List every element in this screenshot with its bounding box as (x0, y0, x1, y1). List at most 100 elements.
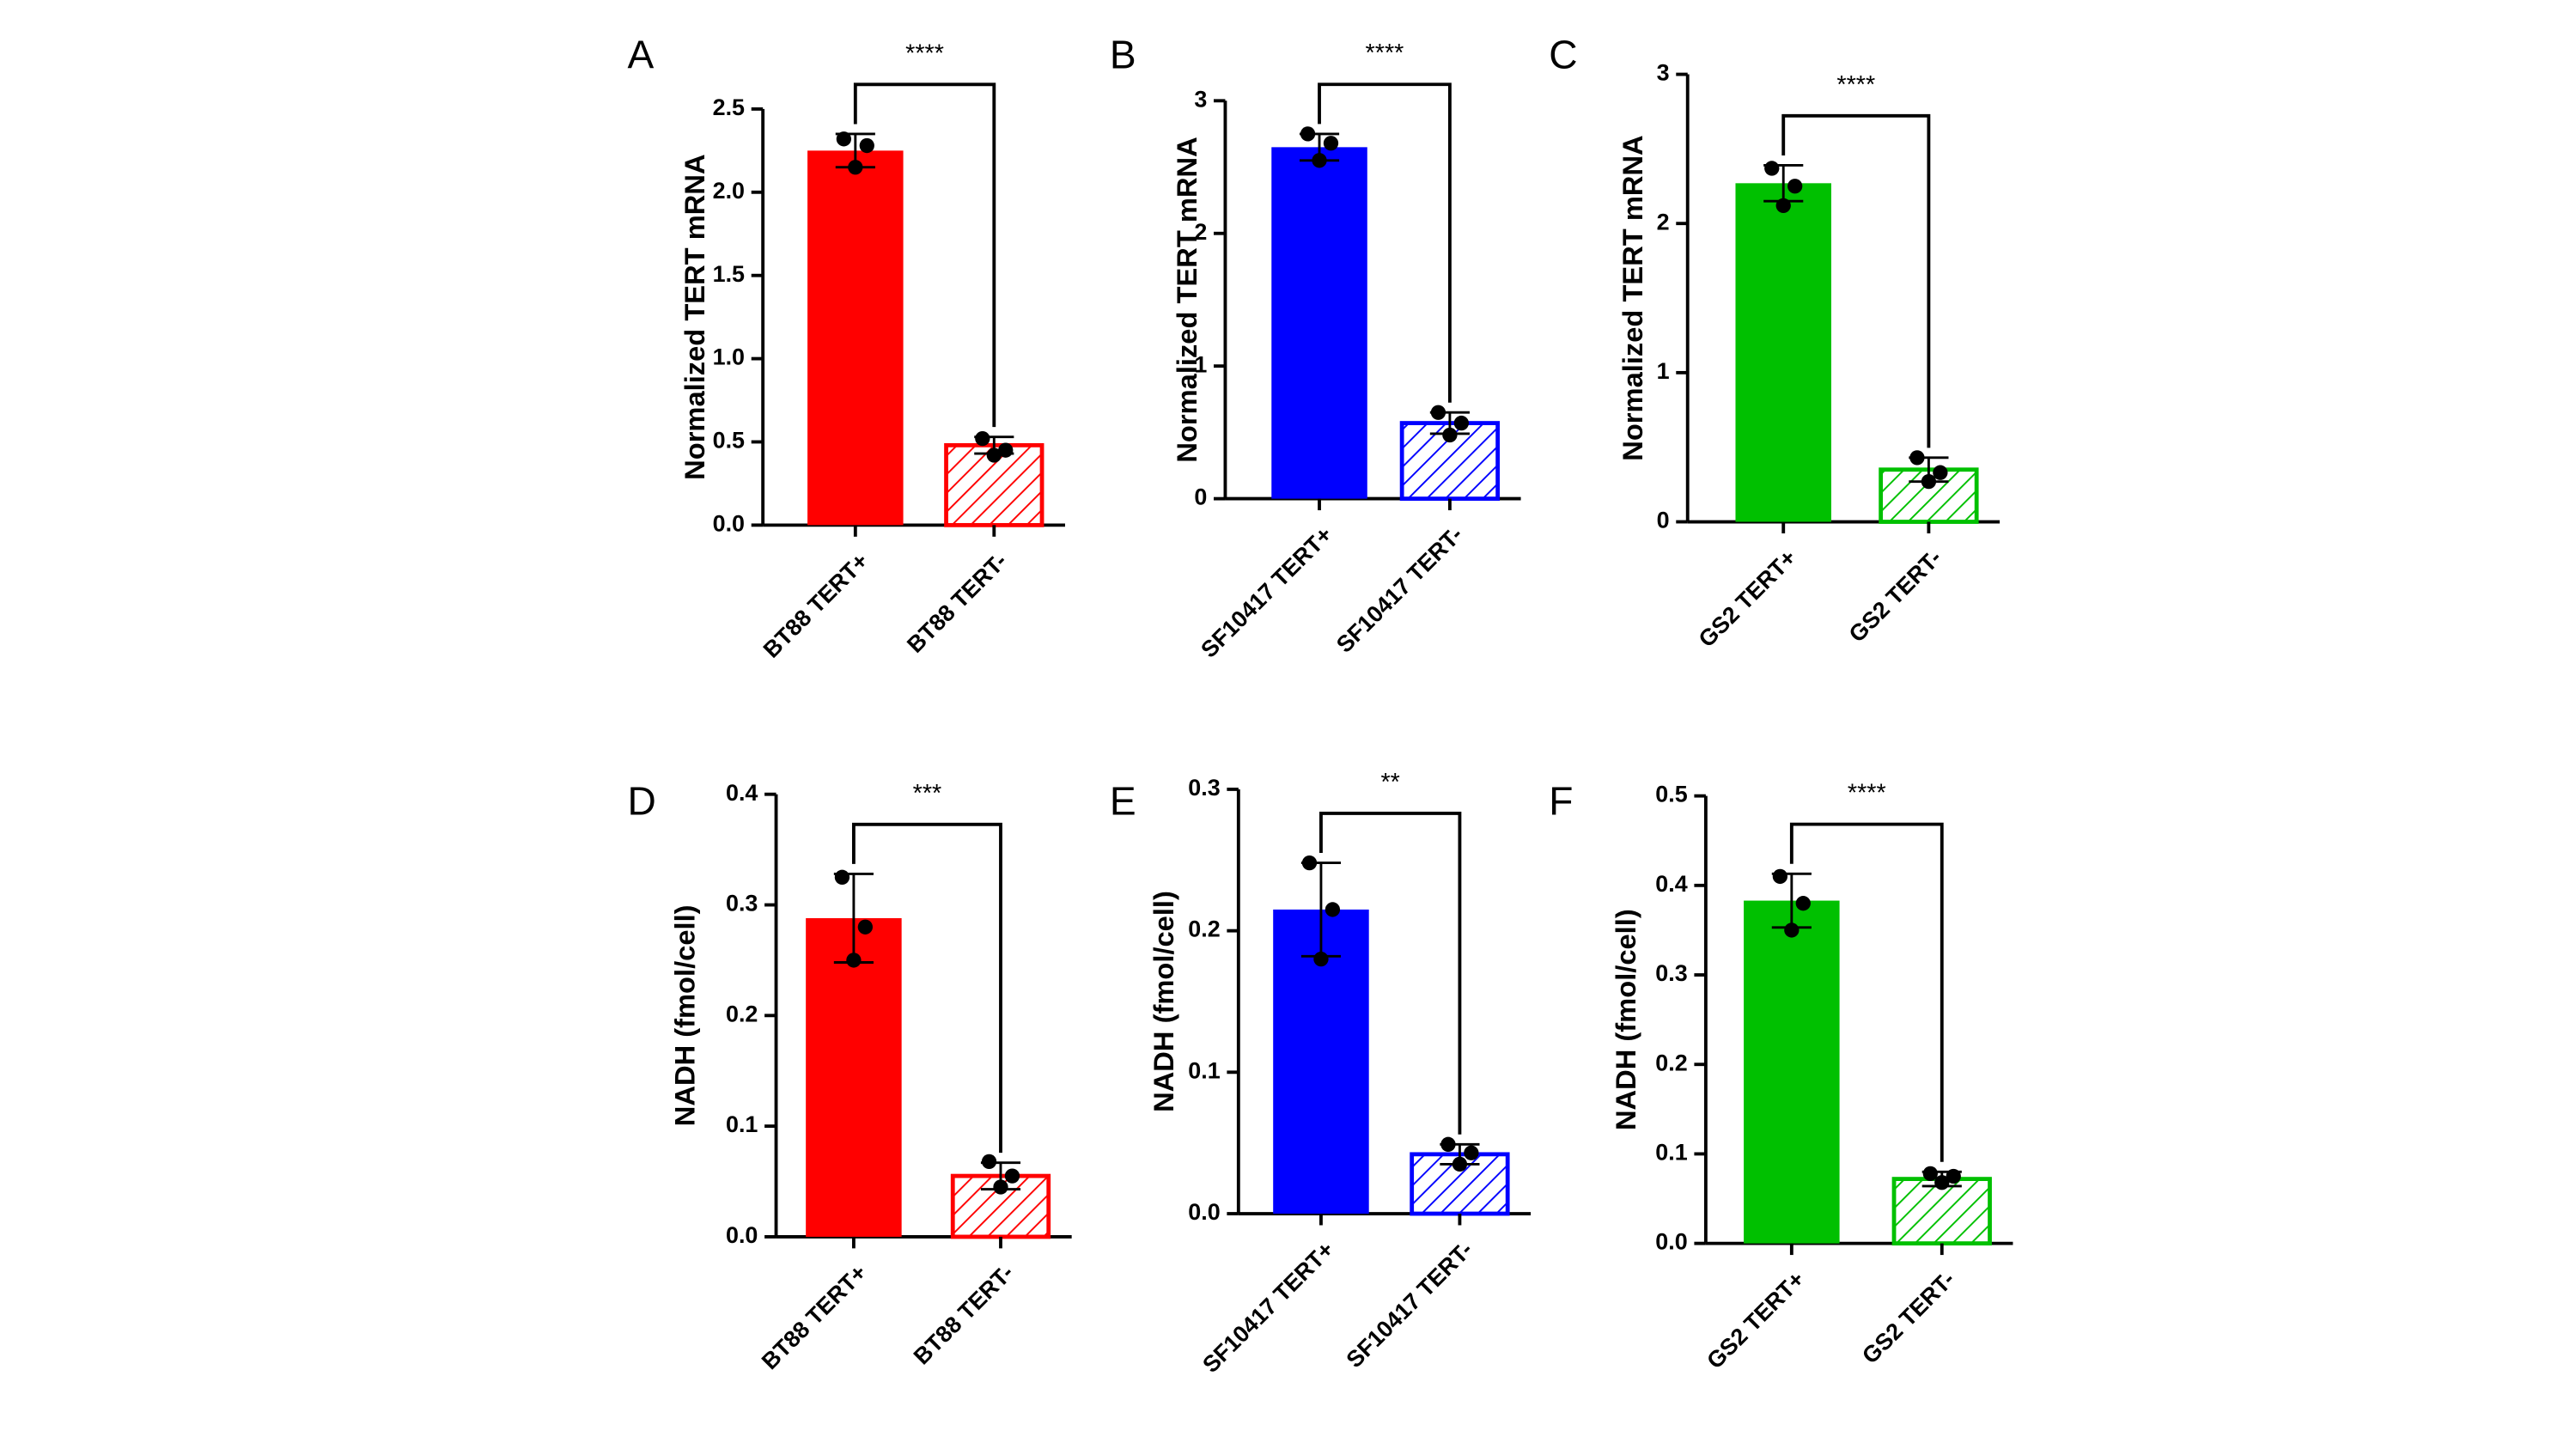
data-point (1313, 951, 1329, 967)
y-tick-label: 0.3 (1655, 960, 1687, 986)
x-tick-label: BT88 TERT- (902, 548, 1012, 658)
y-axis-label: NADH (fmol/cell) (1610, 909, 1641, 1130)
data-point (1464, 1145, 1479, 1160)
y-tick-label: 0.2 (726, 1001, 758, 1026)
y-tick-label: 2.0 (713, 178, 745, 204)
y-tick-label: 0.1 (726, 1111, 758, 1137)
y-tick-label: 3 (1657, 60, 1670, 86)
data-point (1430, 405, 1446, 420)
y-tick-label: 0.2 (1655, 1050, 1687, 1075)
x-tick-label: GS2 TERT- (1857, 1266, 1960, 1369)
data-point (1784, 922, 1800, 938)
bar (1744, 900, 1840, 1244)
x-tick-label: GS2 TERT- (1844, 545, 1947, 648)
y-tick-label: 0 (1657, 508, 1670, 533)
significance-bracket (1319, 811, 1462, 1135)
data-point (1772, 868, 1788, 885)
y-tick-label: 0.4 (1655, 871, 1687, 897)
data-point (859, 137, 874, 154)
data-point (1795, 896, 1811, 911)
x-tick-label: SF10417 TERT+ (1196, 521, 1337, 663)
significance-label: **** (1848, 780, 1886, 807)
data-point (1933, 465, 1948, 480)
data-point (1775, 198, 1791, 214)
y-tick-label: 0.0 (713, 510, 745, 536)
y-tick-label: 0.4 (726, 780, 758, 806)
panel: A Normalized TERT mRNA 0.0 0.5 1.0 1.5 2.0 2.5 B… (628, 33, 1065, 663)
y-tick-label: 0.5 (713, 428, 745, 454)
data-point (998, 442, 1014, 458)
significance-bracket (1789, 822, 1944, 1162)
x-tick-label: GS2 TERT+ (1702, 1266, 1809, 1373)
bar (1735, 183, 1831, 522)
panel-letter: A (628, 33, 655, 77)
data-point (1764, 161, 1780, 176)
y-tick-label: 0.0 (1188, 1199, 1220, 1225)
panel-letter: E (1110, 778, 1136, 823)
y-tick-label: 2 (1194, 219, 1207, 245)
y-tick-label: 0.3 (726, 891, 758, 916)
y-tick-label: 2 (1657, 209, 1670, 234)
y-tick-label: 0.0 (1655, 1229, 1687, 1255)
significance-bracket (851, 822, 1002, 1154)
significance-label: **** (1366, 40, 1404, 67)
y-tick-label: 1.5 (713, 261, 745, 287)
x-tick-label: SF10417 TERT- (1331, 521, 1468, 658)
significance-label: *** (913, 780, 942, 807)
y-axis-label: Normalized TERT mRNA (679, 154, 710, 479)
data-point (975, 430, 990, 447)
bar (806, 917, 902, 1237)
x-tick-label: SF10417 TERT+ (1197, 1237, 1339, 1379)
data-point (1934, 1175, 1950, 1190)
bar (807, 150, 904, 526)
data-point (1921, 473, 1937, 490)
significance-label: **** (1836, 71, 1875, 99)
data-point (1453, 415, 1470, 431)
x-tick-label: BT88 TERT+ (758, 548, 874, 663)
y-tick-label: 0.5 (1655, 782, 1687, 807)
panel: D NADH (fmol/cell) 0.0 0.1 0.2 0.3 0.4 BT88 TER… (628, 778, 1072, 1374)
y-tick-label: 1 (1657, 358, 1670, 384)
data-point (1787, 179, 1803, 194)
x-tick-label: SF10417 TERT- (1342, 1237, 1478, 1373)
data-point (836, 131, 852, 147)
panel: F NADH (fmol/cell) 0.0 0.1 0.2 0.3 0.4 0.5 GS2 T… (1549, 778, 2013, 1373)
y-tick-label: 2.5 (713, 94, 745, 120)
y-tick-label: 0.1 (1655, 1140, 1687, 1166)
data-point (1922, 1166, 1938, 1182)
panel-letter: B (1110, 33, 1136, 77)
data-point (1325, 902, 1341, 917)
data-point (1300, 126, 1316, 142)
y-tick-label: 1.0 (713, 344, 745, 370)
panel-letter: D (628, 778, 656, 823)
data-point (1312, 153, 1327, 168)
x-tick-label: BT88 TERT+ (757, 1259, 872, 1374)
data-point (848, 160, 863, 175)
y-tick-label: 0 (1194, 484, 1207, 510)
data-point (1442, 427, 1458, 443)
data-point (834, 869, 850, 885)
data-point (981, 1154, 997, 1170)
bar (1271, 147, 1367, 499)
y-axis-label: Normalized TERT mRNA (1617, 135, 1648, 460)
data-point (1452, 1156, 1468, 1172)
data-point (1323, 136, 1339, 151)
significance-label: ** (1380, 769, 1399, 796)
data-point (1004, 1168, 1020, 1184)
significance-bracket (1318, 82, 1452, 403)
data-point (1440, 1136, 1456, 1152)
y-tick-label: 0.2 (1188, 916, 1220, 942)
y-axis-label: Normalized TERT mRNA (1171, 137, 1203, 462)
panel: B Normalized TERT mRNA 0 1 2 3 SF10417 TERT+SF… (1110, 33, 1521, 663)
data-point (1946, 1168, 1961, 1184)
data-point (1909, 450, 1925, 466)
significance-bracket (853, 82, 996, 428)
y-tick-label: 0.0 (726, 1222, 758, 1248)
significance-label: **** (905, 40, 944, 67)
y-axis-label: NADH (fmol/cell) (1148, 891, 1179, 1112)
y-axis-label: NADH (fmol/cell) (668, 904, 700, 1126)
data-point (846, 953, 862, 968)
y-tick-label: 3 (1194, 86, 1207, 112)
